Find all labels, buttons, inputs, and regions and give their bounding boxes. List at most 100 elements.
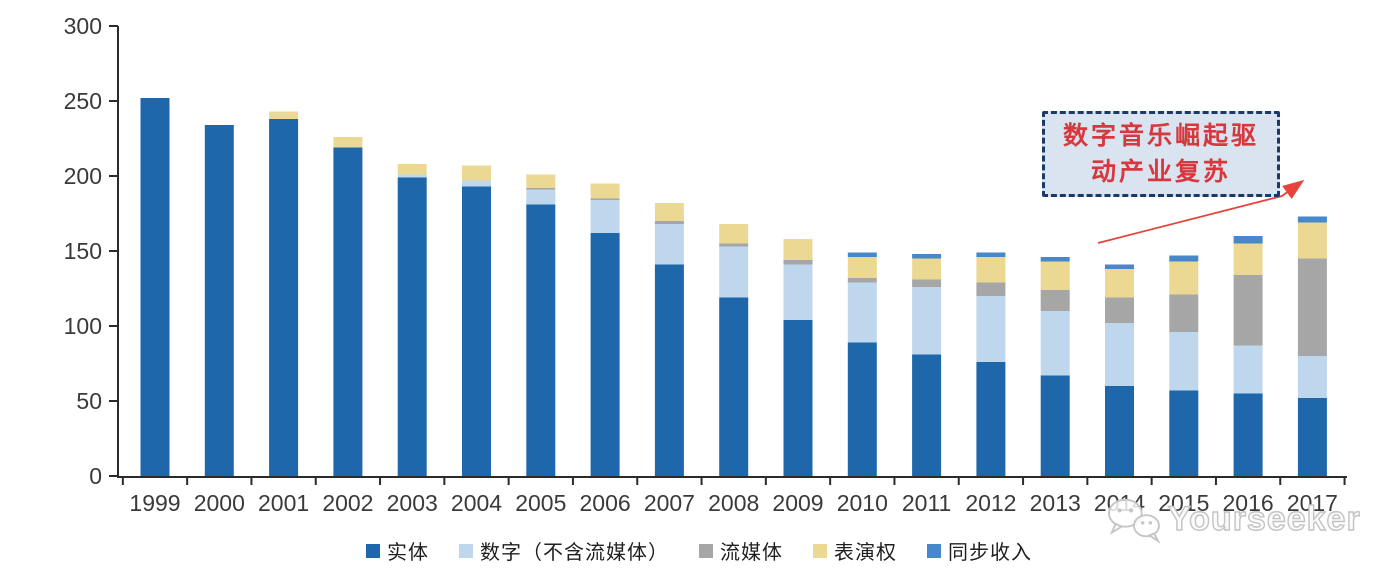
- bar-segment-2010: [847, 257, 877, 278]
- legend-item-4: 表演权: [813, 536, 897, 565]
- bar-segment-2014: [1105, 269, 1134, 298]
- bar-segment-2008: [719, 297, 749, 476]
- y-tick-label: 0: [89, 463, 102, 489]
- x-tick-label: 2017: [1287, 490, 1338, 516]
- bar-segment-2012: [976, 257, 1006, 283]
- x-tick-label: 2008: [708, 490, 759, 516]
- bar-segment-2002: [333, 137, 363, 148]
- bar-segment-2017: [1297, 398, 1327, 476]
- bar-segment-2015: [1169, 294, 1199, 332]
- bar-segment-2001: [269, 111, 299, 119]
- bar-segment-2014: [1105, 323, 1134, 386]
- bar-segment-2004: [462, 165, 491, 181]
- bar-segment-2012: [976, 362, 1006, 476]
- x-tick-label: 2005: [515, 490, 566, 516]
- x-tick-label: 2016: [1223, 490, 1274, 516]
- legend-label: 流媒体: [720, 542, 783, 564]
- bar-segment-2003: [397, 177, 427, 476]
- bar-segment-2006: [590, 183, 620, 199]
- y-tick-label: 100: [64, 313, 102, 339]
- bar-segment-2009: [783, 239, 813, 260]
- bar-segment-2007: [654, 224, 684, 265]
- bar-segment-2007: [654, 203, 684, 221]
- bar-segment-2013: [1040, 290, 1070, 311]
- x-tick-label: 2011: [902, 490, 951, 516]
- legend-swatch-icon: [366, 543, 380, 558]
- bar-segment-2007: [654, 264, 684, 476]
- legend-swatch-icon: [927, 543, 941, 558]
- bar-segment-2017: [1297, 258, 1327, 356]
- x-tick-label: 2009: [772, 490, 823, 516]
- x-tick-label: 2003: [387, 490, 438, 516]
- bar-segment-2017: [1297, 356, 1327, 398]
- y-tick-label: 250: [64, 88, 102, 114]
- bar-segment-2015: [1169, 332, 1199, 391]
- bar-segment-2004: [462, 186, 491, 476]
- legend-label: 实体: [387, 542, 429, 564]
- bar-segment-2015: [1169, 255, 1199, 262]
- bar-segment-2011: [912, 254, 942, 259]
- bar-segment-2011: [912, 279, 942, 287]
- x-tick-label: 2001: [258, 490, 309, 516]
- x-tick-label: 2010: [837, 490, 888, 516]
- y-tick-label: 150: [64, 238, 102, 264]
- y-tick-label: 300: [64, 13, 102, 39]
- x-tick-label: 2000: [194, 490, 245, 516]
- bar-segment-2017: [1297, 216, 1327, 223]
- annotation-line-1: 数字音乐崛起驱: [1062, 122, 1259, 150]
- bar-segment-2012: [976, 252, 1006, 257]
- bar-segment-2014: [1105, 297, 1134, 323]
- x-tick-label: 2002: [322, 490, 373, 516]
- x-tick-label: 2015: [1158, 490, 1209, 516]
- bar-segment-2008: [719, 243, 749, 247]
- x-tick-label: 2013: [1030, 490, 1081, 516]
- bar-segment-2014: [1105, 264, 1134, 269]
- bar-segment-2003: [397, 164, 427, 175]
- bar-segment-2016: [1233, 345, 1263, 394]
- legend-item-3: 流媒体: [699, 536, 783, 565]
- legend-item-2: 数字（不含流媒体）: [459, 536, 669, 565]
- bar-segment-2013: [1040, 261, 1070, 290]
- bar-segment-2016: [1233, 393, 1263, 476]
- bar-segment-2010: [847, 278, 877, 283]
- bar-segment-2006: [590, 200, 620, 233]
- bar-segment-2005: [526, 204, 556, 476]
- annotation-arrow: [1097, 179, 1305, 244]
- legend-item-1: 实体: [366, 536, 429, 565]
- bar-segment-2012: [976, 282, 1006, 296]
- x-tick-label: 1999: [129, 490, 180, 516]
- bar-segment-1999: [140, 98, 170, 476]
- bar-segment-2005: [526, 189, 556, 205]
- bar-segment-2004: [462, 180, 491, 187]
- bar-segment-2008: [719, 246, 749, 298]
- bar-segment-2015: [1169, 390, 1199, 476]
- bar-segment-2005: [526, 188, 556, 190]
- bar-segment-2013: [1040, 311, 1070, 376]
- bar-segment-2001: [269, 119, 299, 476]
- legend-swatch-icon: [813, 543, 827, 558]
- bar-segment-2009: [783, 264, 813, 320]
- bar-segment-2016: [1233, 275, 1263, 346]
- legend-swatch-icon: [699, 543, 713, 558]
- bar-segment-2017: [1297, 222, 1327, 259]
- bar-segment-2002: [333, 147, 363, 476]
- bar-segment-2013: [1040, 257, 1070, 262]
- bar-segment-2008: [719, 224, 749, 244]
- x-tick-label: 2012: [965, 490, 1016, 516]
- x-tick-label: 2006: [580, 490, 631, 516]
- legend-label: 数字（不含流媒体）: [480, 542, 669, 564]
- bar-segment-2014: [1105, 386, 1134, 476]
- bar-segment-2012: [976, 296, 1006, 362]
- legend-label: 表演权: [834, 542, 897, 564]
- x-tick-label: 2007: [644, 490, 695, 516]
- bar-segment-2000: [204, 125, 234, 476]
- bar-segment-2011: [912, 287, 942, 355]
- bar-segment-2016: [1233, 236, 1263, 244]
- bar-segment-2015: [1169, 261, 1199, 295]
- y-tick-label: 50: [76, 388, 102, 414]
- bar-segment-2003: [397, 174, 427, 178]
- bar-segment-2009: [783, 320, 813, 476]
- x-tick-label: 2004: [451, 490, 502, 516]
